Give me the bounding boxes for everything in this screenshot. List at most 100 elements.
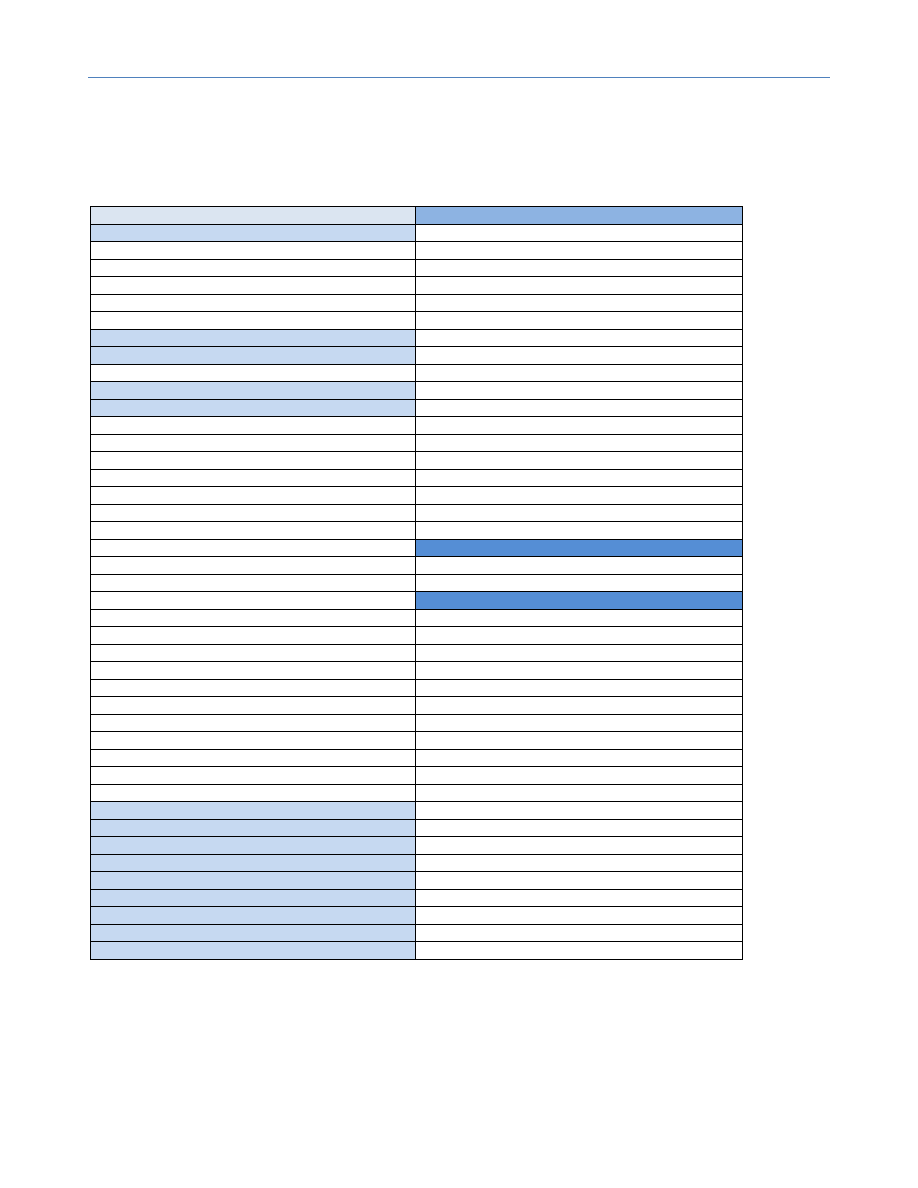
table-cell-label	[90, 591, 416, 610]
table-row	[90, 643, 743, 662]
table-row	[90, 573, 743, 592]
table-row	[90, 521, 743, 540]
table-cell-value	[415, 713, 743, 732]
table-cell-label	[90, 906, 416, 925]
table-row	[90, 556, 743, 575]
table-cell-label	[90, 801, 416, 820]
table-cell-value	[415, 433, 743, 452]
table-cell-label	[90, 328, 416, 347]
table-cell-value	[415, 941, 743, 960]
table-cell-value	[415, 381, 743, 400]
table-cell-label	[90, 276, 416, 295]
table-row	[90, 398, 743, 417]
table-cell-label	[90, 696, 416, 715]
table-cell-label	[90, 766, 416, 785]
table-cell-label	[90, 783, 416, 802]
data-table	[90, 206, 743, 960]
table-cell-label	[90, 486, 416, 505]
table-row	[90, 223, 743, 242]
table-cell-label	[90, 888, 416, 907]
table-cell-label	[90, 626, 416, 645]
table-row	[90, 258, 743, 277]
table-row	[90, 766, 743, 785]
table-body	[90, 206, 743, 960]
table-cell-label	[90, 398, 416, 417]
table-cell-value	[415, 853, 743, 872]
table-row	[90, 731, 743, 750]
table-cell-label	[90, 311, 416, 330]
table-row	[90, 836, 743, 855]
table-cell-value	[415, 293, 743, 312]
table-cell-value	[415, 416, 743, 435]
table-cell-label	[90, 433, 416, 452]
table-row	[90, 381, 743, 400]
table-cell-value	[415, 818, 743, 837]
table-row	[90, 538, 743, 557]
table-cell-value	[415, 503, 743, 522]
table-cell-label	[90, 661, 416, 680]
table-cell-label	[90, 538, 416, 557]
table-cell-label	[90, 293, 416, 312]
table-cell-value	[415, 573, 743, 592]
table-cell-value	[415, 451, 743, 470]
table-cell-value	[415, 748, 743, 767]
table-cell-value	[415, 276, 743, 295]
table-row	[90, 853, 743, 872]
table-cell-value	[415, 906, 743, 925]
table-cell-value	[415, 468, 743, 487]
table-row	[90, 906, 743, 925]
table-cell-value	[415, 346, 743, 365]
table-cell-label	[90, 451, 416, 470]
table-cell-label	[90, 241, 416, 260]
table-cell-label	[90, 678, 416, 697]
table-cell-label	[90, 643, 416, 662]
table-row	[90, 748, 743, 767]
table-row	[90, 346, 743, 365]
table-cell-value	[415, 836, 743, 855]
table-cell-label	[90, 206, 416, 225]
table-cell-value	[415, 608, 743, 627]
table-cell-value	[415, 678, 743, 697]
table-cell-value	[415, 731, 743, 750]
table-row	[90, 626, 743, 645]
table-row	[90, 363, 743, 382]
table-cell-label	[90, 363, 416, 382]
table-row	[90, 433, 743, 452]
table-cell-label	[90, 853, 416, 872]
table-cell-label	[90, 346, 416, 365]
table-cell-label	[90, 836, 416, 855]
table-row	[90, 451, 743, 470]
table-row	[90, 871, 743, 890]
header-rule	[88, 77, 830, 78]
table-row	[90, 696, 743, 715]
table-row	[90, 503, 743, 522]
table-row	[90, 591, 743, 610]
table-cell-label	[90, 713, 416, 732]
table-cell-value	[415, 591, 743, 610]
table-cell-value	[415, 521, 743, 540]
table-cell-label	[90, 731, 416, 750]
table-cell-value	[415, 783, 743, 802]
table-row	[90, 818, 743, 837]
table-cell-label	[90, 818, 416, 837]
table-cell-label	[90, 223, 416, 242]
table-cell-label	[90, 573, 416, 592]
table-row	[90, 293, 743, 312]
table-cell-label	[90, 521, 416, 540]
table-cell-value	[415, 696, 743, 715]
table-cell-label	[90, 871, 416, 890]
table-row	[90, 783, 743, 802]
table-row	[90, 486, 743, 505]
table-cell-value	[415, 538, 743, 557]
table-row	[90, 661, 743, 680]
table-row	[90, 713, 743, 732]
table-row	[90, 941, 743, 960]
table-cell-label	[90, 923, 416, 942]
table-cell-label	[90, 416, 416, 435]
table-cell-label	[90, 381, 416, 400]
table-row	[90, 276, 743, 295]
table-cell-label	[90, 503, 416, 522]
table-cell-value	[415, 206, 743, 225]
table-cell-value	[415, 923, 743, 942]
table-cell-label	[90, 748, 416, 767]
